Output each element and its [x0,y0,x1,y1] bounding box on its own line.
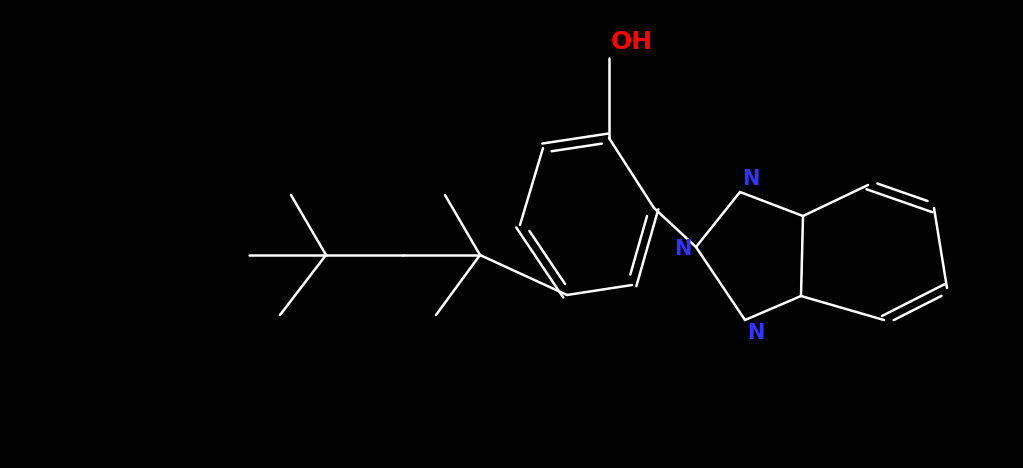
Text: N: N [674,239,692,259]
Text: N: N [747,323,764,343]
Text: N: N [742,169,759,189]
Text: OH: OH [611,30,653,54]
